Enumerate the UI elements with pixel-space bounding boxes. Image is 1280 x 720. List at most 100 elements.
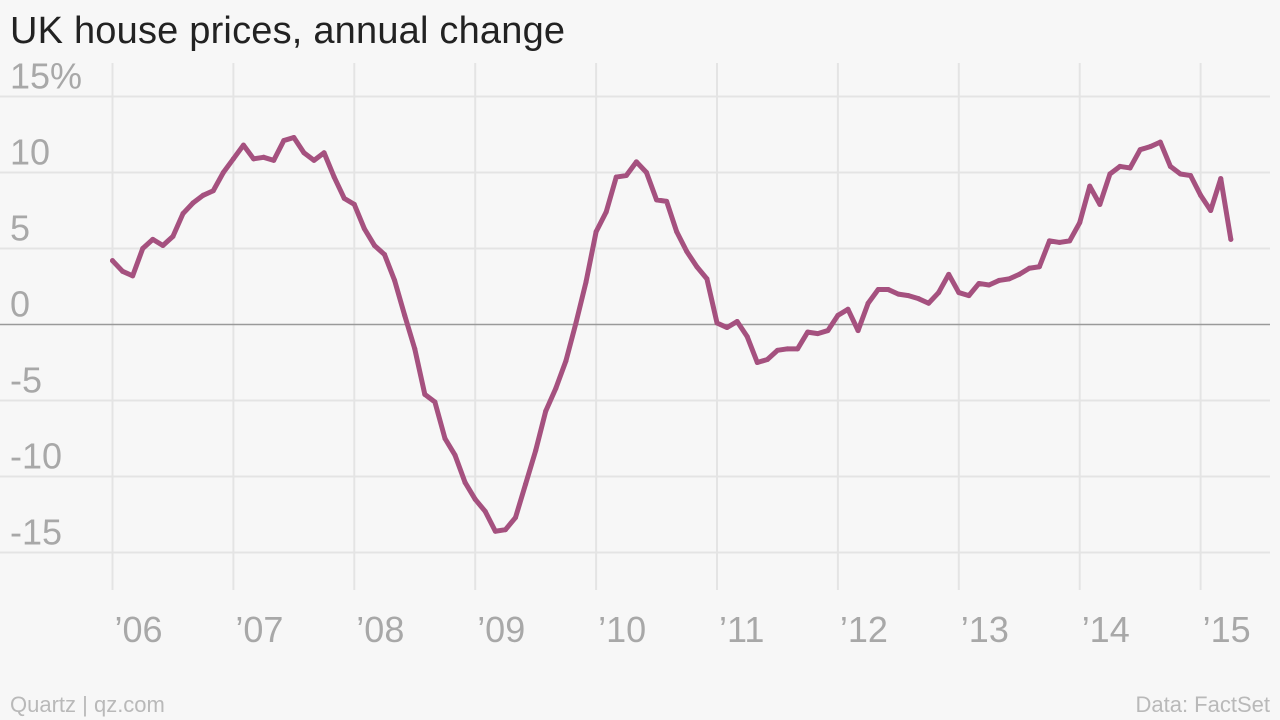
data-point [1067,238,1073,244]
data-point [1218,176,1224,182]
data-point [633,159,639,165]
data-point [956,290,962,296]
data-point [1077,220,1083,226]
y-tick-label: -10 [10,436,62,477]
data-point [321,150,327,156]
data-point [482,508,488,514]
data-point [714,320,720,326]
data-point [533,448,539,454]
data-point [825,328,831,334]
data-point [573,320,579,326]
data-point [180,211,186,217]
data-point [996,277,1002,283]
x-tick-label: ’09 [477,609,525,650]
data-point [1117,163,1123,169]
x-axis-tick-labels: ’06 ’07 ’08 ’09 ’10 ’11 ’12 ’13 ’14 ’15 [115,609,1251,650]
data-point [130,273,136,279]
data-point [281,138,287,144]
data-point [382,252,388,258]
x-tick-label: ’12 [840,609,888,650]
data-point [110,258,115,264]
data-point [271,157,277,163]
data-point [563,358,569,364]
data-point [472,496,478,502]
data-point [402,312,408,318]
data-point [895,291,901,297]
vertical-gridlines [111,63,1202,590]
data-point [543,408,549,414]
data-point [351,201,357,207]
data-point [422,391,428,397]
data-point [432,399,438,405]
data-point [1036,264,1042,270]
data-point [392,277,398,283]
data-point [774,347,780,353]
x-tick-label: ’15 [1203,609,1251,650]
data-point [1228,236,1234,242]
data-point [805,329,811,335]
y-tick-label: 5 [10,208,30,249]
data-point [523,481,529,487]
x-tick-label: ’06 [115,609,163,650]
data-point [1147,144,1153,150]
data-point [190,200,196,206]
x-tick-label: ’14 [1082,609,1130,650]
data-point [593,229,599,235]
data-point [694,264,700,270]
data-point [1177,171,1183,177]
data-point [754,360,760,365]
data-point [261,154,267,160]
data-point [1208,208,1214,213]
data-point [331,174,337,180]
x-tick-label: ’08 [356,609,404,650]
data-point [986,282,992,288]
data-point [210,188,216,194]
data-point [875,287,881,293]
data-point [704,276,710,282]
data-point [785,346,791,352]
data-point [724,325,730,331]
data-point [976,280,982,286]
data-point [1057,239,1063,245]
data-point [684,249,690,255]
data-point [341,195,347,201]
data-point [1097,201,1103,207]
data-point [946,271,952,277]
horizontal-gridlines [0,95,1270,554]
data-point [150,236,156,242]
x-tick-label: ’07 [235,609,283,650]
y-tick-label: -15 [10,512,62,553]
data-point [966,293,972,299]
data-point [120,268,126,274]
data-point [1188,173,1194,179]
data-point [664,198,670,204]
x-tick-label: ’11 [719,609,764,650]
data-point [170,233,176,239]
series-group [110,135,1234,534]
data-point [855,328,861,334]
data-point [795,346,801,352]
data-point [220,170,226,175]
data-point [583,279,589,285]
data-point [140,246,146,251]
data-point [1046,238,1052,244]
data-point [1127,165,1133,171]
data-point [603,209,609,215]
data-point [462,480,468,486]
data-point [492,528,498,534]
data-point [623,173,629,179]
data-point [1198,192,1204,198]
y-tick-label: 15% [10,56,82,97]
data-point [412,346,418,352]
footer-credit: Quartz | qz.com [10,692,165,717]
data-point [1167,163,1173,169]
y-axis-tick-labels: 15% 10 5 0 -5 -10 -15 [10,56,82,553]
data-point [1006,276,1012,282]
series-line [110,135,1234,534]
y-tick-label: 10 [10,132,50,173]
data-point [200,192,206,198]
data-point [452,452,458,458]
data-point [613,174,619,180]
data-point [734,318,740,324]
